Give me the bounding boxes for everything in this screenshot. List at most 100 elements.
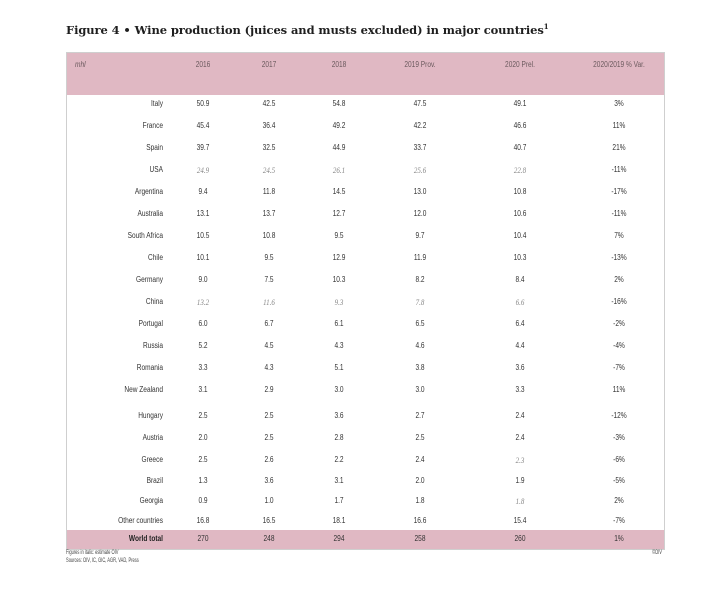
country-label: Australia	[137, 209, 163, 218]
table-cell: -2%	[613, 319, 625, 328]
table-cell: 12.7	[332, 209, 346, 218]
table-cell: 4.6	[415, 341, 425, 350]
table-cell: 3.0	[415, 385, 425, 394]
table-cell: 2.2	[334, 455, 344, 464]
table-cell: 3.6	[515, 363, 525, 372]
note-italic-estimate: Figures in italic: estimate OIV	[66, 549, 119, 556]
table-cell: 13.1	[196, 209, 210, 218]
table-cell: 11.8	[262, 187, 276, 196]
table-cell: 4.3	[334, 341, 344, 350]
table-cell: 1.0	[264, 496, 274, 505]
table-cell: 10.8	[513, 187, 527, 196]
table-cell: 49.2	[332, 121, 346, 130]
table-cell: 0.9	[198, 496, 208, 505]
country-label: Greece	[141, 455, 163, 464]
table-cell: 2%	[614, 275, 624, 284]
column-header: 2019 Prov.	[404, 60, 436, 69]
table-cell: 11%	[612, 121, 626, 130]
column-header: 2017	[261, 60, 277, 69]
table-cell: 9.5	[334, 231, 344, 240]
table-cell: 10.3	[513, 253, 527, 262]
table-cell: -17%	[611, 187, 627, 196]
table-cell: 3.8	[415, 363, 425, 372]
table-cell: 6.0	[198, 319, 208, 328]
table-cell: 6.4	[515, 319, 525, 328]
country-label: France	[142, 121, 163, 130]
country-label: South Africa	[127, 231, 163, 240]
table-cell: 24.5	[262, 165, 276, 175]
table-cell: 14.5	[332, 187, 346, 196]
country-label: Georgia	[139, 496, 163, 505]
table-cell: 10.3	[332, 275, 346, 284]
table-cell: 5.1	[334, 363, 344, 372]
table-cell: 11%	[612, 385, 626, 394]
table-cell: 5.2	[198, 341, 208, 350]
table-cell: -6%	[613, 455, 625, 464]
table-cell: 2.5	[198, 455, 208, 464]
table-total-band	[67, 530, 664, 549]
table-cell: 2.3	[515, 455, 525, 465]
table-cell: -3%	[613, 433, 625, 442]
country-label: Argentina	[134, 187, 163, 196]
table-cell: 11.9	[413, 253, 427, 262]
column-header: 2020/2019 % Var.	[593, 60, 645, 69]
country-label: Brazil	[146, 476, 163, 485]
table-cell: 2.5	[198, 411, 208, 420]
table-cell: 40.7	[513, 143, 527, 152]
table-cell: 12.0	[413, 209, 427, 218]
total-cell: 270	[197, 534, 209, 543]
country-label: Portugal	[138, 319, 163, 328]
table-cell: 16.8	[196, 516, 210, 525]
table-cell: 46.6	[513, 121, 527, 130]
table-cell: 3.0	[334, 385, 344, 394]
table-cell: 2.0	[198, 433, 208, 442]
country-label: Austria	[142, 433, 163, 442]
total-label: World total	[128, 534, 163, 543]
table-cell: 6.7	[264, 319, 274, 328]
country-label: Other countries	[118, 516, 163, 525]
table-cell: 22.8	[513, 165, 527, 175]
country-label: Chile	[148, 253, 163, 262]
note-sources: Sources: OIV, IC, GIC, AGR, VAD, Press	[66, 556, 139, 564]
table-cell: -13%	[611, 253, 627, 262]
table-cell: 1.9	[515, 476, 525, 485]
table-cell: 49.1	[513, 99, 527, 108]
table-cell: 7.8	[415, 297, 425, 307]
country-label: China	[145, 297, 163, 306]
table-cell: 45.4	[196, 121, 210, 130]
table-notes: Figures in italic: estimate OIV Sources:…	[66, 549, 139, 564]
table-cell: -12%	[611, 411, 627, 420]
table-cell: 2.5	[264, 411, 274, 420]
table-cell: 13.7	[262, 209, 276, 218]
table-cell: 2.8	[334, 433, 344, 442]
total-cell: 1%	[614, 534, 624, 543]
table-cell: 54.8	[332, 99, 346, 108]
total-cell: 260	[514, 534, 526, 543]
table-cell: 9.4	[198, 187, 208, 196]
country-label: Germany	[136, 275, 163, 284]
table-cell: 12.9	[332, 253, 346, 262]
table-cell: 15.4	[513, 516, 527, 525]
table-cell: 1.7	[334, 496, 344, 505]
table-cell: 4.3	[264, 363, 274, 372]
table-cell: 36.4	[262, 121, 276, 130]
table-cell: 25.6	[413, 165, 427, 175]
table-cell: 10.4	[513, 231, 527, 240]
table-cell: 3.1	[334, 476, 344, 485]
total-cell: 294	[333, 534, 345, 543]
table-cell: 10.8	[262, 231, 276, 240]
table-cell: -11%	[611, 165, 627, 174]
table-cell: 2.6	[264, 455, 274, 464]
unit-label: mhl	[75, 60, 86, 69]
table-cell: 6.5	[415, 319, 425, 328]
table-cell: 1.8	[515, 496, 525, 506]
table-cell: 11.6	[263, 297, 275, 307]
table-cell: 6.1	[334, 319, 344, 328]
table-cell: 3.3	[198, 363, 208, 372]
table-cell: 42.5	[262, 99, 276, 108]
table-cell: 9.5	[264, 253, 274, 262]
column-header: 2020 Prel.	[505, 60, 535, 69]
table-cell: 47.5	[413, 99, 427, 108]
country-label: Spain	[146, 143, 163, 152]
table-cell: -7%	[613, 363, 625, 372]
